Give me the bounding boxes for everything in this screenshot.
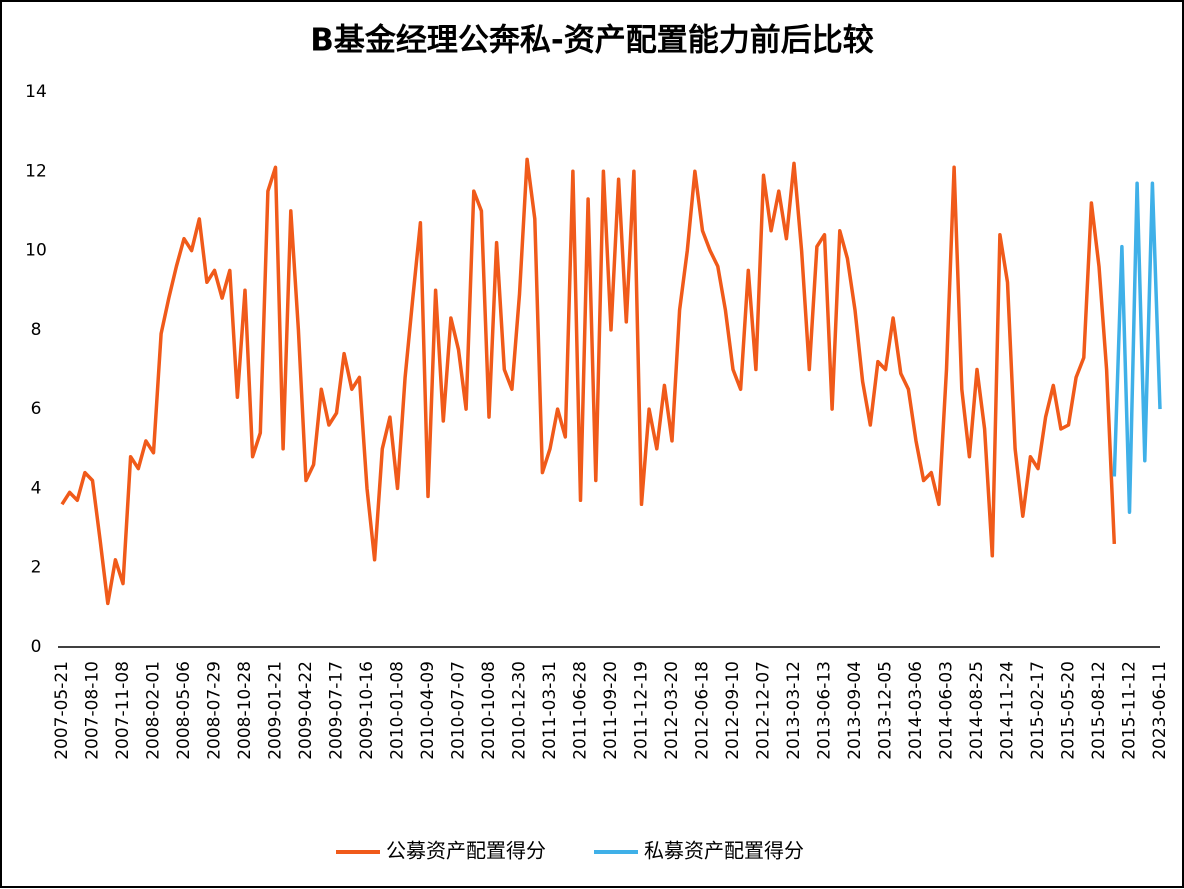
- x-tick-label: 2011-03-31: [540, 661, 560, 760]
- x-tick-label: 2012-06-18: [693, 661, 713, 760]
- x-tick-label: 2023-06-11: [1150, 661, 1170, 760]
- x-tick-label: 2009-07-17: [327, 661, 347, 760]
- y-tick-label: 10: [25, 241, 47, 261]
- x-tick-label: 2014-08-25: [967, 661, 987, 760]
- x-tick-label: 2010-07-07: [449, 661, 469, 760]
- data-line: [60, 157, 1117, 606]
- x-tick-label: 2015-05-20: [1059, 661, 1079, 760]
- x-tick-label: 2014-11-24: [998, 661, 1018, 760]
- x-tick-label: 2011-06-28: [571, 661, 591, 760]
- x-tick-label: 2008-02-01: [144, 661, 164, 760]
- x-tick-label: 2012-09-10: [723, 661, 743, 760]
- x-tick-label: 2010-04-09: [418, 661, 438, 760]
- y-tick-label: 2: [31, 558, 42, 578]
- x-tick-label: 2012-12-07: [754, 661, 774, 760]
- x-tick-label: 2015-11-12: [1120, 661, 1140, 760]
- x-tick-label: 2013-12-05: [876, 661, 896, 760]
- y-tick-label: 8: [31, 320, 42, 340]
- x-tick-label: 2008-10-28: [235, 661, 255, 760]
- y-tick-label: 4: [31, 478, 42, 498]
- x-tick-label: 2014-03-06: [906, 661, 926, 760]
- y-tick-label: 14: [25, 82, 47, 102]
- x-tick-label: 2012-03-20: [662, 661, 682, 760]
- x-tick-label: 2011-09-20: [601, 661, 621, 760]
- x-tick-label: 2009-10-16: [357, 661, 377, 760]
- x-tick-label: 2011-12-19: [632, 661, 652, 760]
- x-tick-label: 2007-11-08: [113, 661, 133, 760]
- x-tick-label: 2010-01-08: [388, 661, 408, 760]
- x-tick-label: 2010-12-30: [510, 661, 530, 760]
- x-tick-label: 2008-05-06: [174, 661, 194, 760]
- x-tick-label: 2013-06-13: [815, 661, 835, 760]
- x-tick-label: 2009-04-22: [296, 661, 316, 760]
- x-tick-label: 2007-05-21: [52, 661, 72, 760]
- data-line: [1112, 181, 1162, 514]
- x-tick-label: 2010-10-08: [479, 661, 499, 760]
- x-tick-label: 2015-08-12: [1089, 661, 1109, 760]
- y-tick-label: 0: [31, 637, 42, 657]
- legend-label: 私募资产配置得分: [644, 839, 804, 863]
- x-tick-label: 2009-01-21: [266, 661, 286, 760]
- x-tick-label: 2014-06-03: [937, 661, 957, 760]
- x-tick-label: 2008-07-29: [205, 661, 225, 760]
- legend-label: 公募资产配置得分: [386, 839, 546, 863]
- y-tick-label: 6: [31, 399, 42, 419]
- x-tick-label: 2007-08-10: [83, 661, 103, 760]
- x-tick-label: 2013-03-12: [784, 661, 804, 760]
- chart-title: B基金经理公奔私-资产配置能力前后比较: [310, 23, 874, 59]
- x-tick-label: 2013-09-04: [845, 661, 865, 760]
- y-tick-label: 12: [25, 161, 47, 181]
- x-tick-label: 2015-02-17: [1028, 661, 1048, 760]
